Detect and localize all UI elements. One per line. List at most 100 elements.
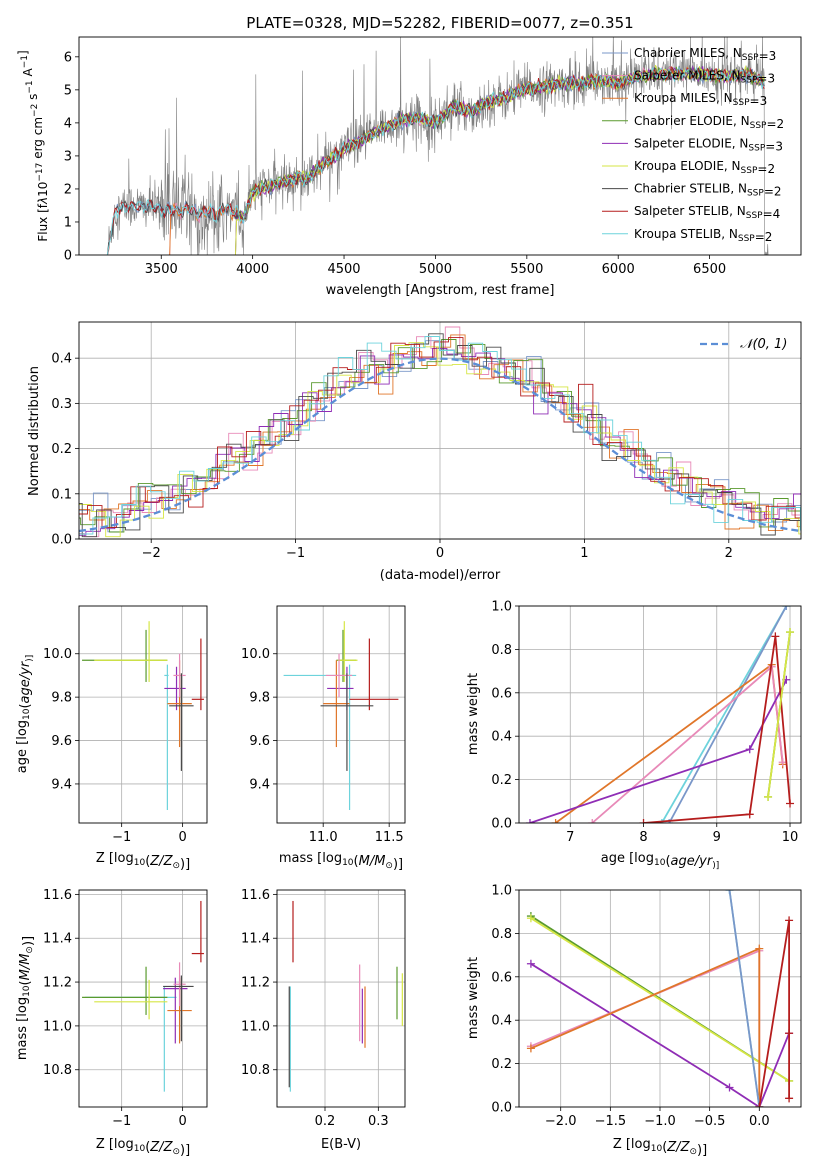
x-axis-label-part: 10: [651, 1144, 663, 1154]
histogram-kroupa_elodie: [79, 342, 801, 538]
axes-age_vs_mass: 11.0 11.5 9.4 9.6 9.8 10.0 mass [log10(M/M⊙)]: [241, 605, 406, 872]
weight-marker-salpeter_elodie: [526, 959, 535, 968]
legend-label-kroupa_miles-part: Kroupa MILES, N: [634, 91, 733, 105]
weight-marker-salpeter_stelib: [755, 1103, 764, 1107]
x-axis-label: mass [log10(M/M⊙)]: [279, 851, 403, 872]
x-tick-label: 1: [580, 546, 588, 561]
x-tick-label: 7: [566, 830, 574, 845]
x-axis-label: Z [log10(Z/Z⊙)]: [613, 1137, 707, 1158]
y-axis-label-part: erg cm: [31, 117, 45, 163]
legend-label-salpeter_stelib-part: SSP: [746, 211, 763, 221]
y-axis-label: mass weight: [466, 957, 481, 1039]
x-axis-label-part: (: [145, 854, 150, 869]
legend-label-kroupa_stelib-part: =2: [755, 230, 773, 244]
weight-marker-salpeter_miles: [588, 819, 597, 823]
weight-line-kroupa_miles: [555, 662, 784, 823]
legend-label-chabrier_miles: Chabrier MILES, NSSP=3: [634, 46, 776, 63]
x-axis-label-part: 10: [134, 1144, 146, 1154]
x-axis-label-part: Z [log: [96, 1137, 134, 1152]
x-tick-label: 10: [782, 830, 799, 845]
y-tick-label: 11.2: [241, 976, 270, 991]
y-tick-label: 0.0: [491, 1101, 512, 1116]
x-tick-label: −2.0: [545, 1114, 577, 1129]
y-axis-label-part: −1: [25, 80, 35, 93]
axes-frame: [276, 605, 406, 824]
y-tick-label: 9.4: [51, 777, 72, 792]
weight-line-kroupa_miles: [530, 947, 761, 1107]
histogram-salpeter_stelib: [79, 337, 801, 529]
legend-label-salpeter_miles-part: SSP: [741, 76, 758, 86]
weight-marker-chabrier_miles: [782, 606, 791, 610]
y-axis-label-part: A: [21, 68, 35, 81]
axes-weight_vs_Z: −2.0 −1.5 −1.0 −0.5 0.0 0.0 0.2 0.4 0.6 0.8 1.0 Z […: [466, 884, 802, 1158]
legend-label-salpeter_elodie: Salpeter ELODIE, NSSP=3: [634, 136, 783, 153]
weight-marker-salpeter_miles: [778, 758, 787, 767]
legend-label-chabrier_elodie-part: SSP: [750, 121, 767, 131]
y-axis-label-part: )]: [25, 655, 35, 662]
y-tick-label: 0.6: [491, 686, 512, 701]
legend-label-kroupa_elodie: Kroupa ELODIE, NSSP=2: [634, 159, 775, 176]
x-axis-label-part: 10: [654, 858, 666, 868]
legend-label-chabrier_stelib-part: Chabrier STELIB, N: [634, 182, 747, 196]
weight-line-kroupa_elodie: [767, 631, 791, 798]
y-axis-label: age [log10(age/yr)]: [15, 655, 35, 773]
y-tick-label: 6: [64, 50, 72, 65]
legend-label-kroupa_miles-part: =3: [750, 94, 768, 108]
x-axis-label-part: age/yr: [671, 854, 714, 869]
weight-marker-kroupa_elodie: [764, 792, 773, 801]
plot-area-mass_vs_Z: [82, 900, 204, 1092]
x-tick-label: 6000: [602, 262, 635, 277]
weight-marker-chabrier_miles: [725, 890, 734, 894]
x-axis-label-part: 10: [342, 858, 354, 868]
axes-frame: [78, 605, 208, 824]
axes-mass_vs_Z: −1 010.811.011.211.411.6Z [log10(Z/Z⊙)]ma…: [15, 888, 208, 1158]
y-tick-label: 11.4: [43, 932, 72, 947]
histogram-salpeter_elodie: [79, 347, 801, 536]
y-axis-label-part: (: [18, 703, 33, 708]
legend-label-chabrier_stelib-part: SSP: [747, 189, 764, 199]
x-axis-label: wavelength [Angstrom, rest frame]: [326, 283, 555, 298]
y-tick-label: 0: [64, 249, 72, 264]
y-axis-label-part: −2: [30, 104, 40, 117]
weight-marker-kroupa_elodie: [526, 914, 535, 923]
weight-marker-kroupa_miles: [526, 1044, 535, 1053]
y-tick-label: 10.8: [241, 1063, 270, 1078]
x-tick-label: 3500: [145, 262, 178, 277]
legend-label-chabrier_stelib: Chabrier STELIB, NSSP=2: [634, 182, 782, 199]
axes-age_vs_Z: −1 09.49.69.810.0Z [log10(Z/Z⊙)]age [log1…: [15, 605, 208, 872]
figure-title: PLATE=0328, MJD=52282, FIBERID=0077, z=0…: [246, 14, 633, 32]
x-tick-label: 0: [178, 830, 186, 845]
y-axis-label-part: age/yr: [18, 660, 33, 703]
legend-label-salpeter_miles-part: =3: [757, 72, 775, 86]
histogram-kroupa_stelib: [79, 336, 801, 535]
y-axis-label-part: −1: [20, 55, 30, 68]
x-tick-label: 8: [639, 830, 647, 845]
y-axis-label-part: ]: [16, 50, 30, 55]
y-tick-label: 11.0: [241, 1019, 270, 1034]
x-tick-label: −0.5: [694, 1114, 726, 1129]
axes-mass_vs_EBV: 0.2 0.3 10.8 11.0 11.2 11.4 11.6 E(B-V): [241, 888, 406, 1152]
x-axis-label-part: Z/Z: [666, 1140, 690, 1155]
x-axis-label: age [log10(age/yr)]: [601, 851, 719, 871]
x-axis-label-part: Z [log: [96, 851, 134, 866]
y-axis-label-part: ⊙: [25, 946, 35, 954]
plot-area-spectrum: [106, 37, 769, 255]
y-tick-label: 0.8: [491, 927, 512, 942]
legend-label-chabrier_elodie-part: Chabrier ELODIE, N: [634, 114, 750, 128]
x-tick-label: 5500: [510, 262, 543, 277]
y-tick-label: 11.2: [43, 976, 72, 991]
x-axis-label: (data-model)/error: [380, 568, 501, 583]
y-tick-label: 0.0: [51, 533, 72, 548]
weight-marker-kroupa_miles: [755, 944, 764, 953]
y-tick-label: 0.2: [51, 442, 72, 457]
legend-label-chabrier_stelib-part: =2: [764, 185, 782, 199]
legend-label-chabrier_miles-part: =3: [759, 49, 777, 63]
x-axis-label-part: ⊙: [689, 1147, 697, 1157]
legend-label-kroupa_stelib: Kroupa STELIB, NSSP=2: [634, 227, 772, 244]
legend-label-salpeter_stelib: Salpeter STELIB, NSSP=4: [634, 204, 780, 221]
x-tick-label: 0: [436, 546, 444, 561]
x-axis-label-part: )]: [712, 861, 719, 871]
y-tick-label: 9.6: [51, 734, 72, 749]
legend-label-chabrier_elodie: Chabrier ELODIE, NSSP=2: [634, 114, 784, 131]
x-tick-label: 11.0: [309, 830, 338, 845]
